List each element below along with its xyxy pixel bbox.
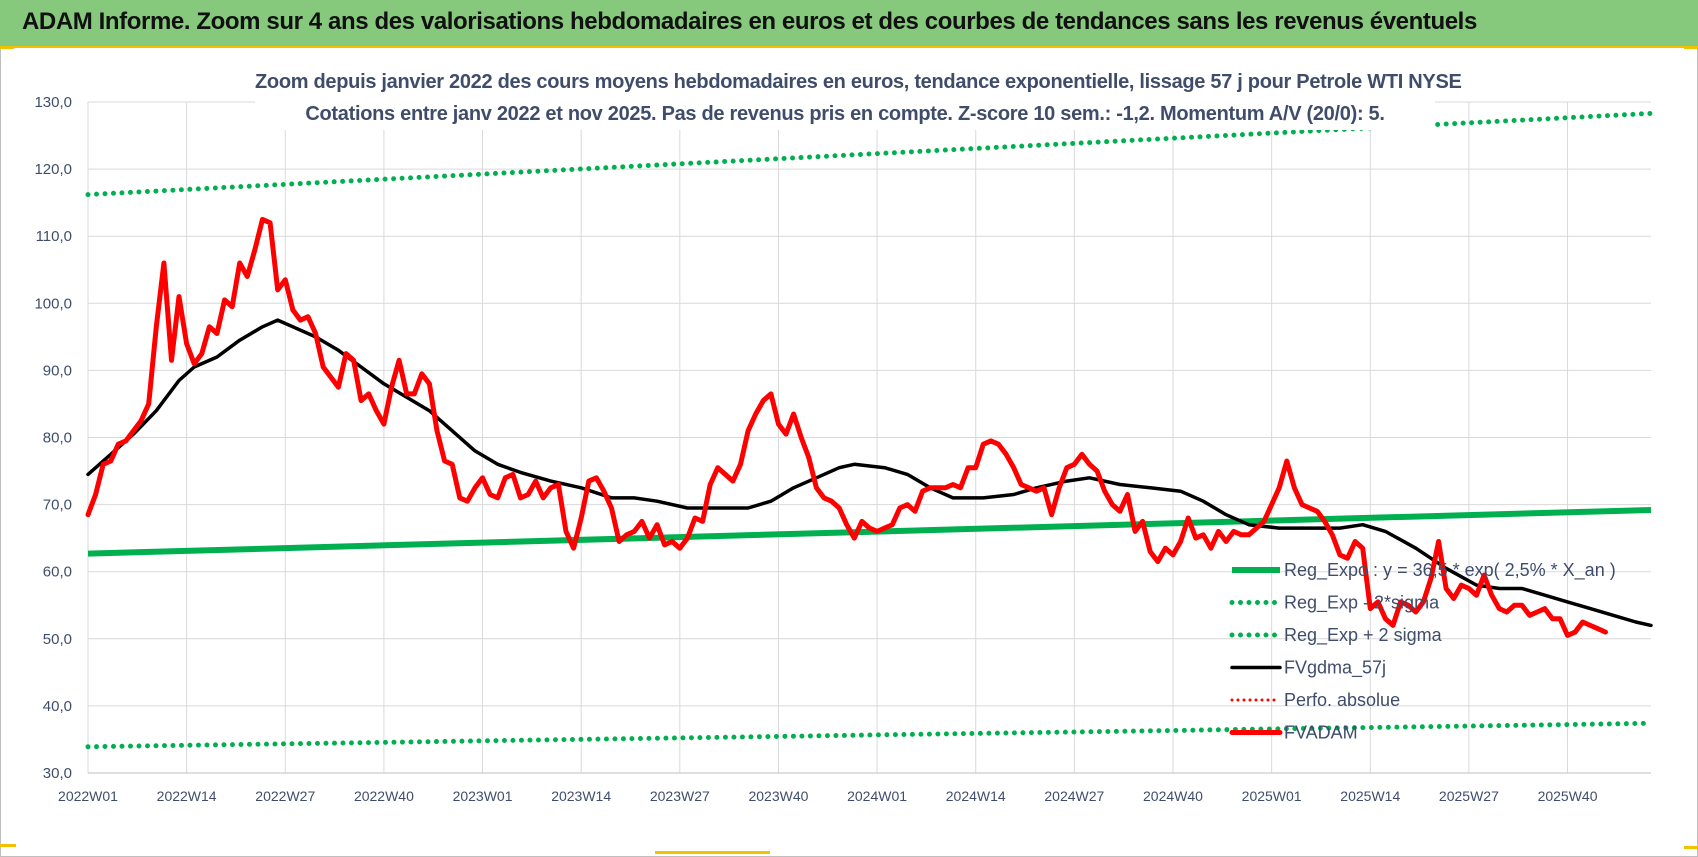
x-tick-label: 2024W40 [1143, 788, 1203, 804]
legend-label: Reg_Exp + 2 sigma [1284, 625, 1443, 646]
x-tick-label: 2025W01 [1242, 788, 1302, 804]
series-line-dotted-green [85, 720, 1654, 750]
x-tick-label: 2025W14 [1340, 788, 1400, 804]
y-tick-label: 130,0 [34, 94, 72, 111]
x-tick-label: 2024W27 [1044, 788, 1104, 804]
y-tick-label: 30,0 [43, 765, 72, 782]
x-tick-label: 2023W01 [453, 788, 513, 804]
x-tick-label: 2023W14 [551, 788, 611, 804]
y-tick-label: 70,0 [43, 497, 72, 514]
y-tick-label: 50,0 [43, 631, 72, 648]
corner-accent-top-right [1684, 46, 1698, 49]
chart-legend: Reg_Expo : y = 36,5 * exp( 2,5% * X_an )… [1229, 560, 1616, 743]
corner-accent-bottom-left [0, 844, 16, 847]
grid-lines [87, 101, 1651, 774]
x-tick-label: 2022W27 [255, 788, 315, 804]
corner-accent-top-left [0, 46, 14, 49]
y-tick-label: 40,0 [43, 698, 72, 715]
chart-title-line-1: Zoom depuis janvier 2022 des cours moyen… [255, 71, 1462, 93]
x-tick-label: 2025W27 [1439, 788, 1499, 804]
legend-label: Reg_Exp - 2*sigma [1284, 593, 1440, 614]
y-tick-label: 60,0 [43, 564, 72, 581]
series-lines [85, 110, 1654, 750]
y-tick-label: 90,0 [43, 362, 72, 379]
corner-accent-bottom-right [1684, 846, 1698, 849]
series-line-dotted-green [85, 110, 1654, 198]
x-tick-label: 2024W14 [946, 788, 1006, 804]
x-tick-label: 2022W14 [157, 788, 217, 804]
legend-label: Reg_Expo : y = 36,5 * exp( 2,5% * X_an ) [1284, 560, 1616, 581]
series-line-solid-green [87, 507, 1652, 557]
header-banner: ADAM Informe. Zoom sur 4 ans des valoris… [0, 0, 1698, 48]
y-tick-label: 100,0 [34, 295, 72, 312]
corner-accent-bottom-mid [655, 851, 770, 854]
y-tick-label: 120,0 [34, 161, 72, 178]
y-tick-label: 80,0 [43, 430, 72, 447]
chart-title-line-2: Cotations entre janv 2022 et nov 2025. P… [305, 103, 1385, 125]
x-tick-label: 2022W01 [58, 788, 118, 804]
x-tick-label: 2023W27 [650, 788, 710, 804]
x-axis-ticks: 2022W01 2022W14 2022W27 2022W40 2023W01 2023W… [58, 788, 1598, 804]
x-tick-label: 2022W40 [354, 788, 414, 804]
legend-label: FVgdma_57j [1284, 658, 1386, 679]
series-line-solid-black [86, 318, 1653, 628]
legend-label: Perfo. absolue [1284, 690, 1400, 710]
x-tick-label: 2025W40 [1538, 788, 1598, 804]
series-line-solid-red [85, 216, 1608, 638]
x-tick-label: 2024W01 [847, 788, 907, 804]
chart-title: Zoom depuis janvier 2022 des cours moyen… [255, 66, 1462, 130]
y-tick-label: 110,0 [36, 228, 72, 245]
x-tick-label: 2023W40 [748, 788, 808, 804]
page-title: ADAM Informe. Zoom sur 4 ans des valoris… [22, 8, 1477, 35]
y-axis-ticks: 30,0 40,0 50,0 60,0 70,0 80,0 90,0 100,0 110,0 12… [34, 94, 72, 782]
legend-label: FVADAM [1284, 723, 1358, 743]
